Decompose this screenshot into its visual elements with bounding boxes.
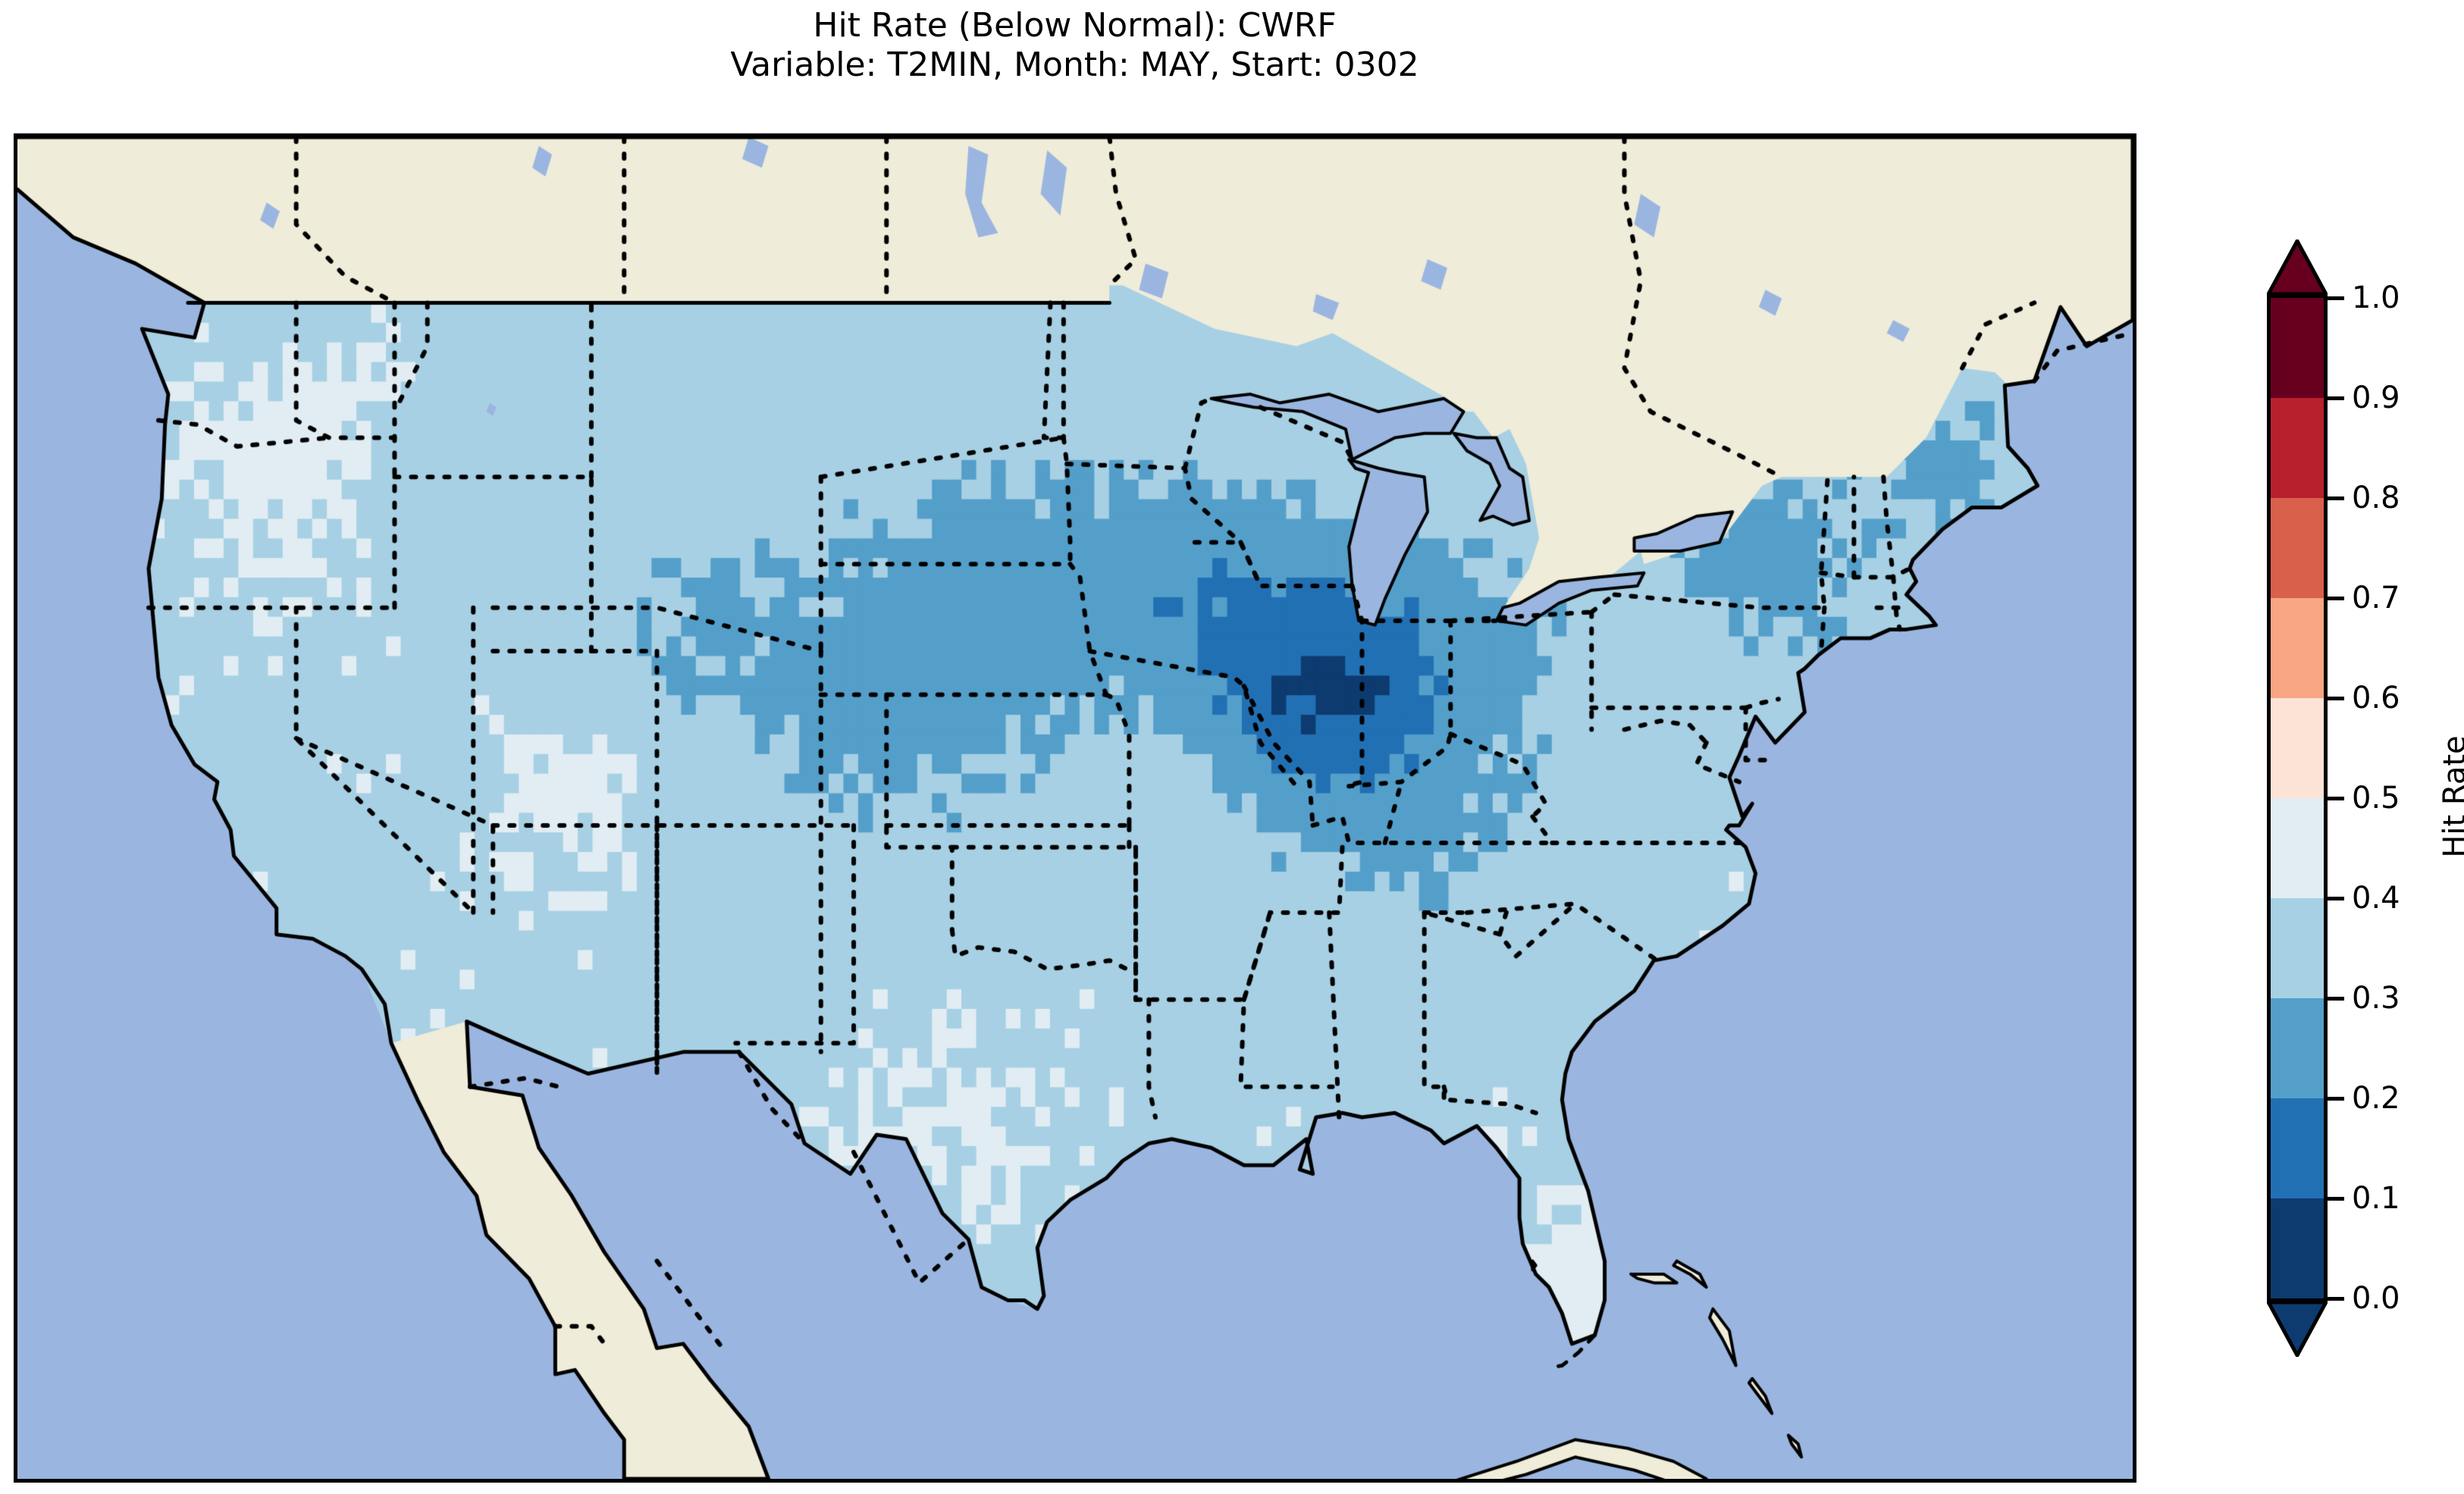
colorbar-tick-label: 0.2 [2352, 1081, 2400, 1116]
colorbar-band [2271, 698, 2324, 798]
colorbar-tick [2328, 597, 2344, 600]
title-line-2: Variable: T2MIN, Month: MAY, Start: 0302 [730, 45, 1419, 84]
colorbar-tick-label: 0.7 [2352, 581, 2400, 615]
colorbar-tick [2328, 496, 2344, 500]
colorbar-band [2271, 998, 2324, 1098]
colorbar-tick [2328, 697, 2344, 700]
colorbar-band [2271, 798, 2324, 898]
colorbar-tick [2328, 396, 2344, 400]
colorbar: 1.0 0.9 0.8 0.7 0.6 0.5 0.4 0.3 0.2 0.1 0.0 Hit Ra… [2267, 240, 2464, 1357]
colorbar-band [2271, 598, 2324, 698]
colorbar-band [2271, 1098, 2324, 1198]
colorbar-tick-label: 0.3 [2352, 981, 2400, 1016]
colorbar-tick-label: 0.8 [2352, 481, 2400, 515]
map-data-layer [17, 137, 2133, 1479]
colorbar-tick [2328, 1297, 2344, 1301]
colorbar-tick [2328, 797, 2344, 800]
colorbar-band [2271, 1198, 2324, 1298]
colorbar-band [2271, 298, 2324, 398]
colorbar-tick-label: 0.1 [2352, 1181, 2400, 1216]
colorbar-tick [2328, 997, 2344, 1001]
colorbar-tick [2328, 897, 2344, 900]
colorbar-extend-top-arrow [2267, 240, 2328, 296]
colorbar-tick-label: 0.4 [2352, 881, 2400, 916]
colorbar-tick-label: 0.5 [2352, 781, 2400, 816]
colorbar-extend-bottom-arrow [2267, 1301, 2328, 1357]
colorbar-tick-label: 0.0 [2352, 1281, 2400, 1316]
figure-title: Hit Rate (Below Normal): CWRF Variable: … [0, 6, 2149, 85]
colorbar-band [2271, 498, 2324, 598]
map-axes [14, 133, 2136, 1483]
colorbar-tick [2328, 296, 2344, 300]
title-line-1: Hit Rate (Below Normal): CWRF [813, 6, 1337, 45]
colorbar-tick-label: 1.0 [2352, 280, 2400, 315]
colorbar-band [2271, 898, 2324, 998]
colorbar-tick [2328, 1197, 2344, 1201]
colorbar-band [2271, 398, 2324, 498]
colorbar-label: Hit Rate [2437, 735, 2464, 858]
colorbar-tick [2328, 1097, 2344, 1101]
colorbar-tick-label: 0.9 [2352, 381, 2400, 415]
colorbar-bands [2267, 294, 2328, 1302]
colorbar-tick-label: 0.6 [2352, 681, 2400, 716]
